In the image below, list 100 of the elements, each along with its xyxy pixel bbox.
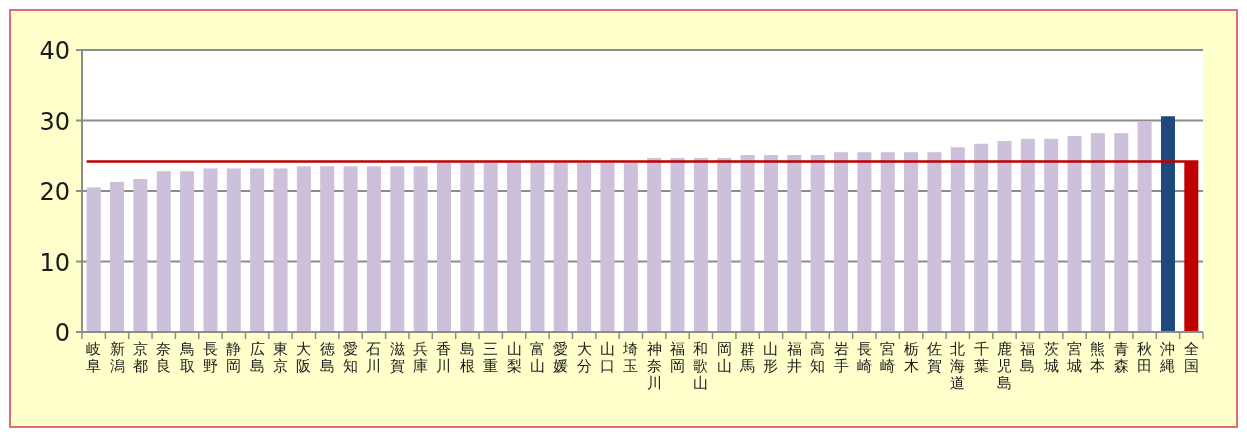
bar (670, 157, 685, 332)
x-tick-label: 奈良 (156, 340, 172, 375)
bar (810, 155, 825, 332)
x-tick-label: 福井 (786, 340, 802, 375)
x-tick-label: 福岡 (670, 340, 686, 375)
bar (483, 162, 498, 332)
bar (763, 155, 778, 332)
bar (156, 171, 171, 332)
bar (950, 147, 965, 332)
bar (203, 168, 218, 332)
x-tick-label: 福島 (1020, 340, 1036, 375)
x-tick-label: 滋賀 (389, 340, 405, 375)
x-tick-label: 岩手 (833, 340, 849, 375)
bar (577, 162, 592, 332)
bar (904, 152, 919, 332)
x-tick-label: 岐阜 (86, 340, 102, 375)
y-tick-label: 10 (39, 248, 70, 277)
x-tick-label: 岡山 (716, 340, 732, 375)
bar (1137, 121, 1152, 332)
bar (1020, 138, 1035, 332)
x-tick-label: 大阪 (296, 340, 312, 375)
bar (857, 152, 872, 332)
bar (787, 155, 802, 332)
x-tick-label: 新潟 (109, 340, 125, 375)
bar (133, 179, 148, 332)
x-tick-label: 兵庫 (413, 340, 429, 375)
x-tick-label: 長野 (202, 340, 218, 375)
x-tick-label: 宮崎 (880, 340, 896, 375)
x-tick-label: 徳島 (319, 340, 335, 375)
bar (1160, 116, 1175, 332)
bar (974, 143, 989, 332)
x-tick-label: 静岡 (226, 340, 242, 375)
x-tick-label: 全国 (1183, 340, 1199, 375)
bar (436, 162, 451, 332)
x-tick-label: 香川 (436, 340, 452, 375)
bar (343, 166, 358, 332)
y-tick-label: 0 (54, 319, 70, 347)
y-tick-label: 20 (39, 178, 70, 206)
bar (834, 152, 849, 332)
bar (86, 187, 101, 332)
x-tick-label: 山口 (599, 340, 615, 375)
bar (180, 171, 195, 332)
x-tick-label: 京都 (132, 340, 148, 375)
bar (296, 166, 311, 332)
x-tick-label: 千葉 (973, 340, 989, 375)
x-tick-label: 佐賀 (926, 340, 942, 375)
x-tick-label: 高知 (810, 340, 826, 375)
bar (413, 166, 428, 332)
x-tick-label: 東京 (273, 340, 289, 375)
x-tick-label: 北海道 (950, 340, 966, 392)
bar (366, 166, 381, 332)
bar (1090, 133, 1105, 332)
x-tick-label: 大分 (576, 340, 592, 375)
y-tick-label: 40 (39, 37, 70, 65)
x-tick-label: 島根 (459, 340, 475, 375)
bar (250, 168, 265, 332)
bar (1114, 133, 1129, 332)
x-tick-label: 長崎 (856, 340, 872, 375)
x-tick-label: 富山 (529, 340, 545, 375)
bar (740, 155, 755, 332)
bar (273, 168, 288, 332)
bar (507, 162, 522, 332)
x-tick-label: 青森 (1113, 340, 1129, 375)
bar (623, 162, 638, 332)
x-tick-label: 群馬 (739, 340, 756, 375)
bar (600, 162, 615, 332)
bar (693, 157, 708, 332)
x-tick-label: 沖縄 (1159, 340, 1176, 375)
x-tick-label: 鳥取 (178, 340, 195, 375)
x-tick-label: 山形 (763, 340, 779, 375)
bar (226, 168, 241, 332)
bar (460, 162, 475, 332)
y-tick-label: 30 (39, 107, 70, 136)
x-tick-label: 三重 (483, 340, 499, 375)
x-tick-label: 茨城 (1042, 340, 1059, 375)
x-tick-label: 山梨 (506, 340, 522, 375)
x-tick-label: 石川 (366, 340, 382, 375)
bar (530, 162, 545, 332)
x-tick-label: 宮城 (1066, 340, 1083, 375)
bar (717, 157, 732, 332)
x-tick-label: 和歌山 (693, 340, 709, 392)
x-tick-label: 鹿児島 (996, 340, 1012, 392)
x-tick-label: 秋田 (1137, 340, 1153, 375)
x-tick-label: 熊本 (1090, 340, 1106, 375)
bar (647, 157, 662, 332)
x-tick-label: 神奈川 (646, 340, 662, 392)
x-tick-label: 愛知 (343, 340, 359, 375)
x-tick-label: 栃木 (903, 340, 919, 375)
x-tick-label: 広島 (249, 340, 265, 375)
bar (927, 152, 942, 332)
x-tick-label: 愛媛 (553, 340, 569, 375)
bar (110, 181, 125, 332)
bar (880, 152, 895, 332)
x-tick-label: 埼玉 (622, 340, 639, 375)
bar (390, 166, 405, 332)
bar (997, 140, 1012, 332)
bar (320, 166, 335, 332)
bar (1067, 136, 1082, 332)
bar (553, 162, 568, 332)
bar (1044, 138, 1059, 332)
